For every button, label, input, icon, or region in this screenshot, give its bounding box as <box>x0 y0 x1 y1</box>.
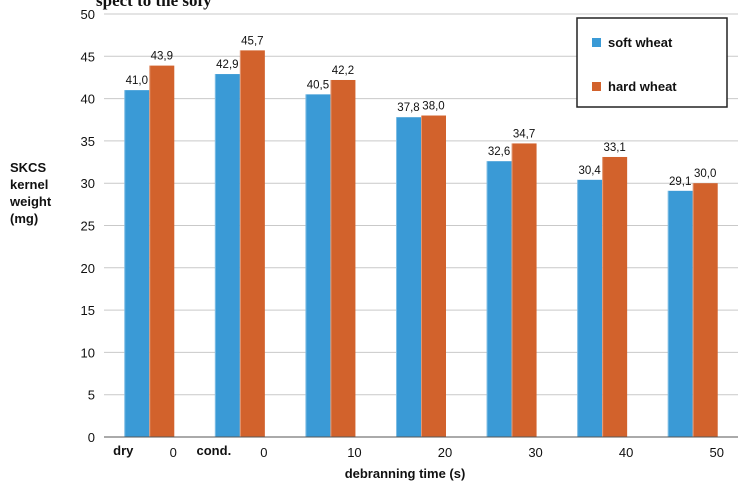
bar-hard-wheat <box>149 65 175 437</box>
y-axis-title-line: weight <box>9 194 52 209</box>
y-tick-label: 30 <box>81 176 95 191</box>
bar-hard-wheat <box>330 79 356 437</box>
data-label-soft-wheat: 37,8 <box>397 102 419 114</box>
partial-caption-text: spect to the sofy <box>96 0 212 10</box>
x-tick-label: 30 <box>528 445 542 460</box>
legend: soft wheat hard wheat <box>576 17 728 108</box>
x-tick-label: 0 <box>260 445 267 460</box>
data-label-soft-wheat: 32,6 <box>488 146 510 158</box>
x-tick-label: 50 <box>709 445 723 460</box>
y-axis-ticks: 0 5 10 15 20 25 30 35 40 45 50 <box>81 7 95 445</box>
bar-soft-wheat <box>486 161 512 438</box>
bar-soft-wheat <box>577 179 603 438</box>
y-tick-label: 45 <box>81 49 95 64</box>
bar-soft-wheat <box>396 117 421 437</box>
x-axis-title: debranning time (s) <box>345 466 466 481</box>
data-label-hard-wheat: 38,0 <box>422 101 444 113</box>
y-tick-label: 0 <box>88 430 95 445</box>
legend-swatch-soft-wheat <box>592 38 601 47</box>
x-tick-label: 20 <box>438 445 452 460</box>
y-axis-title-line: (mg) <box>10 211 38 226</box>
x-axis-categories: 0 dry 0 cond. 10 20 30 40 50 <box>113 443 724 460</box>
data-label-hard-wheat: 45,7 <box>241 35 263 47</box>
data-label-hard-wheat: 34,7 <box>513 128 535 140</box>
data-label-hard-wheat: 42,2 <box>332 65 354 77</box>
data-labels: 41,043,9 42,945,7 40,542,2 37,8 38,0 32,634,7… <box>126 35 717 187</box>
y-tick-label: 5 <box>88 388 95 403</box>
data-label-soft-wheat: 40,5 <box>307 79 329 91</box>
legend-box <box>576 17 728 108</box>
legend-label-soft-wheat: soft wheat <box>608 35 673 50</box>
bar-soft-wheat <box>124 90 150 437</box>
x-category-prefix: cond. <box>197 443 232 458</box>
data-label-soft-wheat: 30,4 <box>578 165 601 177</box>
bar-hard-wheat <box>239 50 265 438</box>
bar-hard-wheat <box>692 183 718 437</box>
y-tick-label: 25 <box>81 219 95 234</box>
y-tick-label: 35 <box>81 134 95 149</box>
y-tick-label: 10 <box>81 345 95 360</box>
x-tick-label: 0 <box>170 445 177 460</box>
bar-soft-wheat <box>214 74 240 437</box>
bars <box>124 50 718 438</box>
y-tick-label: 40 <box>81 92 95 107</box>
data-label-hard-wheat: 30,0 <box>694 168 716 180</box>
data-label-soft-wheat: 41,0 <box>126 75 148 87</box>
x-tick-label: 10 <box>347 445 361 460</box>
y-axis-title-line: kernel <box>10 177 48 192</box>
y-axis-title: SKCS kernel weight (mg) <box>9 160 52 226</box>
y-tick-label: 50 <box>81 7 95 22</box>
bar-hard-wheat <box>421 115 446 438</box>
y-axis-title-line: SKCS <box>10 160 46 175</box>
x-category-prefix: dry <box>113 443 134 458</box>
legend-swatch-hard-wheat <box>592 82 601 91</box>
legend-label-hard-wheat: hard wheat <box>608 79 677 94</box>
y-tick-label: 15 <box>81 303 95 318</box>
data-label-soft-wheat: 42,9 <box>216 59 238 71</box>
bar-soft-wheat <box>667 190 693 437</box>
bar-hard-wheat <box>602 156 628 437</box>
data-label-soft-wheat: 29,1 <box>669 176 691 188</box>
bar-hard-wheat <box>511 143 537 438</box>
x-tick-label: 40 <box>619 445 633 460</box>
data-label-hard-wheat: 43,9 <box>151 51 173 63</box>
y-tick-label: 20 <box>81 261 95 276</box>
bar-soft-wheat <box>305 94 331 438</box>
data-label-hard-wheat: 33,1 <box>603 142 625 154</box>
